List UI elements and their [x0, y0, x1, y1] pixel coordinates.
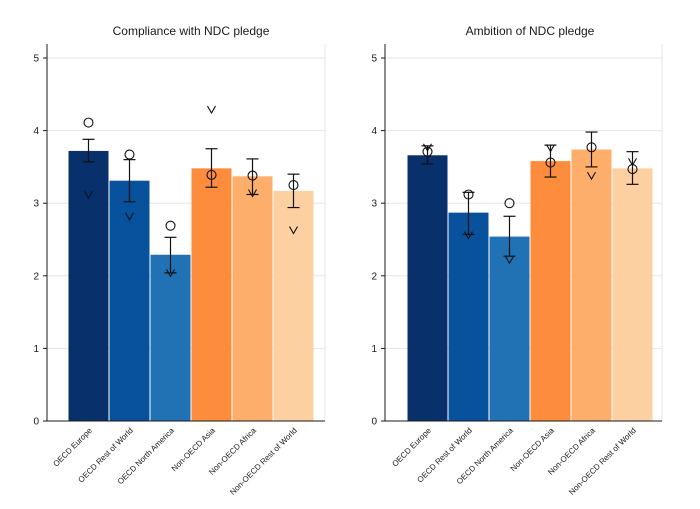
- circle-marker: [545, 157, 556, 168]
- category-label: OECD Europe: [390, 426, 433, 469]
- v-marker: [289, 226, 298, 235]
- chart-title: Ambition of NDC pledge: [466, 24, 595, 38]
- markers: [422, 142, 638, 265]
- y-tick-label: 5: [371, 54, 377, 65]
- chart-compliance: Compliance with NDC pledge 0 1 2 3 4 5 OECD E…: [33, 24, 326, 497]
- v-marker: [207, 105, 216, 115]
- bars: [407, 149, 653, 422]
- bar: [232, 176, 273, 421]
- category-label: Non-OECD Rest of World: [228, 426, 299, 497]
- chart-ambition: Ambition of NDC pledge 0 1 2 3 4 5 OECD Europ…: [371, 24, 663, 497]
- circle-marker: [83, 117, 94, 128]
- y-tick-label: 5: [33, 54, 39, 65]
- markers: [83, 105, 299, 278]
- chart-title: Compliance with NDC pledge: [113, 24, 270, 38]
- v-marker: [505, 256, 514, 265]
- bars: [68, 150, 314, 422]
- circle-marker: [288, 180, 299, 191]
- circle-marker: [165, 220, 176, 231]
- bar: [407, 155, 448, 421]
- v-marker: [587, 171, 596, 181]
- category-label: OECD Europe: [51, 426, 94, 469]
- v-marker: [464, 231, 473, 240]
- bar: [530, 161, 571, 422]
- bar: [273, 190, 314, 421]
- bar: [150, 254, 191, 421]
- bar: [612, 168, 653, 421]
- v-marker: [166, 269, 175, 278]
- v-marker: [248, 189, 257, 198]
- v-marker: [423, 143, 432, 152]
- y-tick-label: 2: [371, 271, 377, 282]
- y-tick-label: 3: [371, 199, 377, 210]
- circle-marker: [206, 169, 217, 180]
- y-tick-label: 1: [371, 344, 377, 355]
- v-marker: [546, 144, 555, 153]
- y-tick-label: 2: [33, 271, 39, 282]
- y-tick-label: 0: [371, 417, 377, 428]
- circle-marker: [124, 149, 135, 160]
- error-bars: [82, 138, 300, 274]
- v-marker: [84, 190, 93, 200]
- y-axis: 0 1 2 3 4 5: [371, 44, 662, 428]
- y-axis: 0 1 2 3 4 5: [33, 44, 325, 428]
- circle-marker: [504, 198, 515, 209]
- y-tick-label: 3: [33, 199, 39, 210]
- v-marker: [628, 158, 637, 167]
- y-tick-label: 0: [33, 417, 39, 428]
- y-tick-label: 4: [371, 126, 377, 137]
- category-label: Non-OECD Rest of World: [567, 426, 638, 497]
- v-marker: [125, 212, 134, 221]
- bar: [448, 212, 489, 421]
- circle-marker: [463, 189, 474, 200]
- circle-marker: [247, 170, 258, 181]
- bar: [109, 180, 150, 421]
- bar: [68, 150, 109, 422]
- circle-marker: [586, 142, 597, 153]
- bar: [191, 168, 232, 421]
- y-tick-label: 1: [33, 344, 39, 355]
- bar: [571, 149, 612, 421]
- bar: [489, 236, 530, 421]
- circle-marker: [422, 146, 433, 157]
- y-tick-label: 4: [33, 126, 39, 137]
